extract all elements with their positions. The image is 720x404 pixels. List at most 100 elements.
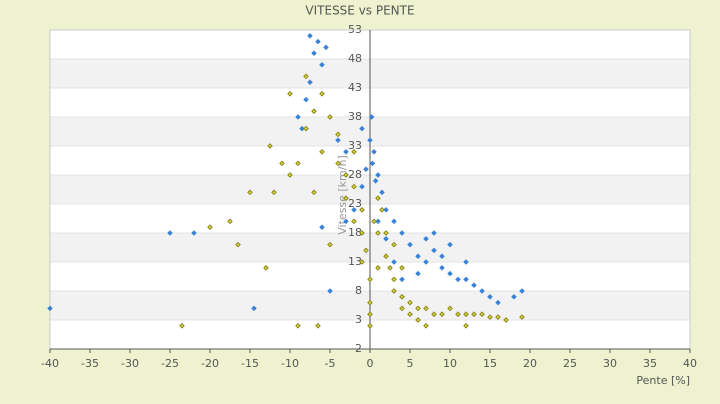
point bbox=[379, 189, 385, 196]
y-tick-label: 3 bbox=[355, 313, 362, 326]
point bbox=[287, 172, 293, 178]
point bbox=[423, 236, 429, 242]
point bbox=[375, 265, 381, 271]
chart-title: VITESSE vs PENTE bbox=[305, 4, 414, 18]
x-tick-label: -40 bbox=[41, 357, 59, 370]
point bbox=[495, 314, 501, 320]
point bbox=[323, 44, 329, 51]
point bbox=[423, 305, 429, 312]
point bbox=[407, 299, 413, 306]
point bbox=[359, 230, 365, 236]
y-tick-label: 28 bbox=[348, 168, 362, 181]
point bbox=[383, 230, 389, 236]
point bbox=[463, 259, 469, 265]
point bbox=[335, 160, 341, 167]
x-tick-label: 15 bbox=[483, 357, 497, 370]
point bbox=[391, 288, 397, 294]
point bbox=[359, 207, 365, 213]
point bbox=[519, 288, 525, 294]
point bbox=[351, 149, 357, 155]
point bbox=[367, 311, 373, 317]
point bbox=[439, 311, 445, 317]
x-tick-label: 0 bbox=[367, 357, 374, 370]
y-tick-label: 13 bbox=[348, 255, 362, 268]
point bbox=[447, 305, 453, 312]
point bbox=[367, 323, 373, 329]
point bbox=[47, 305, 53, 312]
point bbox=[303, 96, 309, 103]
point bbox=[463, 276, 469, 283]
point bbox=[359, 259, 365, 265]
point bbox=[383, 207, 389, 213]
point bbox=[311, 50, 317, 56]
point bbox=[287, 91, 293, 97]
x-tick-label: -5 bbox=[325, 357, 336, 370]
y-tick-label: 18 bbox=[348, 226, 362, 239]
point bbox=[372, 178, 379, 184]
point bbox=[439, 253, 445, 259]
point bbox=[303, 125, 309, 132]
x-tick-label: 30 bbox=[603, 357, 617, 370]
point bbox=[368, 114, 375, 120]
point bbox=[363, 247, 369, 254]
point bbox=[399, 230, 405, 236]
point bbox=[407, 311, 413, 317]
point bbox=[415, 270, 421, 277]
point bbox=[191, 230, 197, 236]
y-tick-label: 38 bbox=[348, 110, 362, 123]
x-tick-label: 10 bbox=[443, 357, 457, 370]
point bbox=[439, 265, 445, 271]
point bbox=[375, 195, 381, 201]
point bbox=[179, 323, 185, 329]
point bbox=[311, 189, 317, 196]
point bbox=[343, 195, 349, 201]
point bbox=[391, 276, 397, 283]
point bbox=[367, 276, 373, 283]
y-tick-label: 48 bbox=[348, 52, 362, 65]
point bbox=[487, 314, 493, 320]
x-axis-label: Pente [%] bbox=[636, 374, 690, 387]
point bbox=[307, 79, 313, 85]
point bbox=[207, 224, 213, 230]
point bbox=[227, 218, 233, 225]
point bbox=[307, 33, 313, 39]
point bbox=[335, 137, 341, 143]
point bbox=[371, 218, 377, 225]
point bbox=[351, 183, 357, 190]
y-tick-label: 23 bbox=[348, 197, 362, 210]
point bbox=[487, 294, 493, 300]
point bbox=[315, 323, 321, 329]
point bbox=[235, 241, 241, 248]
point bbox=[379, 207, 385, 213]
point bbox=[167, 230, 173, 236]
point bbox=[271, 189, 277, 196]
point bbox=[295, 323, 301, 329]
point bbox=[319, 224, 325, 230]
point bbox=[315, 38, 321, 45]
x-tick-label: 20 bbox=[523, 357, 537, 370]
point bbox=[511, 294, 517, 300]
point bbox=[351, 207, 357, 213]
y-tick-label: 8 bbox=[355, 284, 362, 297]
point bbox=[311, 108, 317, 114]
x-tick-label: 25 bbox=[563, 357, 577, 370]
point bbox=[503, 317, 509, 323]
point bbox=[327, 114, 333, 120]
y-tick-label: 43 bbox=[348, 81, 362, 94]
x-tick-label: -25 bbox=[161, 357, 179, 370]
point bbox=[415, 253, 421, 259]
point bbox=[391, 241, 397, 248]
point bbox=[247, 189, 253, 196]
point bbox=[431, 311, 437, 317]
x-tick-label: 5 bbox=[407, 357, 414, 370]
point bbox=[363, 166, 369, 172]
point bbox=[279, 160, 285, 167]
point bbox=[519, 314, 525, 320]
point bbox=[407, 241, 413, 248]
point bbox=[387, 265, 393, 271]
point bbox=[375, 218, 381, 225]
point bbox=[447, 270, 453, 277]
point bbox=[343, 149, 349, 155]
point bbox=[359, 125, 365, 132]
